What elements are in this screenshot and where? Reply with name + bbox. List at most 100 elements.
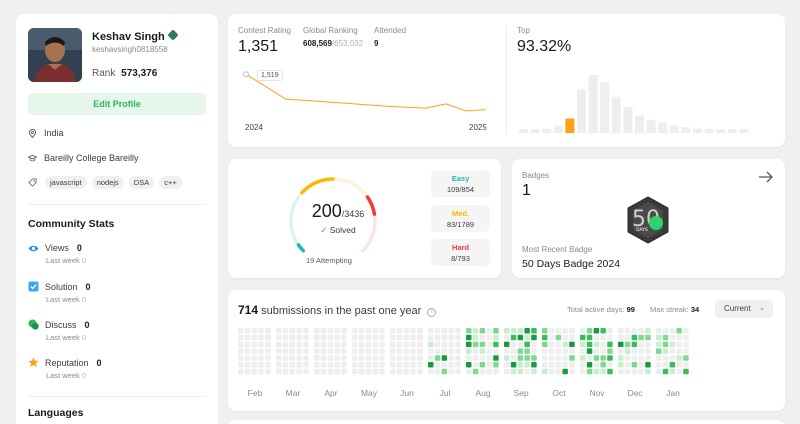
heatmap-cell	[486, 355, 492, 361]
heatmap-cell	[542, 368, 548, 375]
heatmap-cell	[434, 355, 441, 361]
heatmap-cell	[524, 334, 530, 341]
heatmap-cell	[555, 355, 562, 361]
histogram-bar	[623, 106, 633, 133]
heatmap-cell	[569, 341, 575, 348]
heatmap-cell	[593, 341, 600, 348]
heatmap-cell	[656, 334, 662, 341]
heatmap-cell	[358, 341, 365, 348]
heatmap-cell	[631, 368, 638, 375]
heatmap-cell	[289, 341, 296, 348]
stat-views: Views 0 Last week 0	[28, 243, 86, 265]
heatmap-cell	[327, 355, 334, 361]
heatmap-cell	[466, 334, 472, 341]
heatmap-cell	[517, 341, 524, 348]
heatmap-cell	[428, 328, 434, 334]
heatmap-cell	[517, 355, 524, 361]
heatmap-cell	[562, 368, 568, 375]
heatmap-cell	[238, 362, 244, 368]
skill-tag[interactable]: nodejs	[91, 176, 124, 189]
heatmap-cell	[466, 362, 472, 368]
heatmap-cell	[656, 355, 662, 361]
easy-box[interactable]: Easy 109/854	[431, 170, 490, 197]
heatmap-cell	[676, 328, 682, 334]
location-pin-icon	[28, 128, 37, 138]
skill-tag[interactable]: DSA	[128, 176, 155, 189]
heatmap-cell	[390, 355, 396, 361]
heatmap-cell	[631, 328, 638, 334]
heatmap-cell	[428, 362, 434, 368]
heatmap-cell	[265, 328, 271, 334]
solved-progress-ring[interactable]	[278, 171, 388, 271]
heatmap-cell	[417, 328, 423, 334]
heatmap-cell	[441, 368, 448, 375]
heatmap-cell	[580, 355, 586, 361]
heatmap-cell	[358, 362, 365, 368]
year-select-dropdown[interactable]: Current ⌄	[715, 300, 773, 318]
divider	[506, 26, 507, 134]
month-label: Nov	[589, 388, 605, 398]
heatmap-cell	[238, 334, 244, 341]
easy-label: Easy	[451, 174, 470, 183]
heatmap-cell	[341, 348, 347, 354]
heatmap-cell	[276, 341, 282, 348]
heatmap-cell	[455, 355, 461, 361]
heatmap-cell	[683, 334, 689, 341]
heatmap-cell	[510, 328, 517, 334]
solved-label: ✓ Solved	[320, 225, 356, 235]
star-icon	[28, 357, 39, 367]
heatmap-cell	[524, 348, 530, 354]
heatmap-cell	[542, 348, 548, 354]
heatmap-cell	[517, 368, 524, 375]
heatmap-cell	[555, 341, 562, 348]
heatmap-cell	[607, 328, 613, 334]
submission-heatmap[interactable]: Feb Mar Apr May Jun Jul Aug Sep Oct Nov Dec Jan	[238, 326, 778, 406]
heatmap-cell	[486, 368, 492, 375]
heatmap-cell	[282, 362, 289, 368]
rating-histogram[interactable]	[517, 70, 775, 136]
hard-box[interactable]: Hard 8/793	[431, 239, 490, 266]
heatmap-cell	[341, 328, 347, 334]
heatmap-cell	[303, 334, 309, 341]
heatmap-cell	[624, 362, 631, 368]
heatmap-cell	[448, 348, 454, 354]
heatmap-cell	[607, 362, 613, 368]
heatmap-cell	[296, 362, 302, 368]
heatmap-cell	[600, 341, 606, 348]
heatmap-cell	[276, 362, 282, 368]
heatmap-cell	[493, 348, 499, 354]
heatmap-cell	[358, 368, 365, 375]
heatmap-cell	[618, 334, 624, 341]
histogram-bar	[530, 129, 540, 133]
fifty-days-badge-icon[interactable]: 50 DAYS	[625, 195, 671, 245]
heatmap-cell	[504, 334, 510, 341]
skill-tag[interactable]: javascript	[45, 176, 87, 189]
arrow-right-icon[interactable]	[758, 170, 774, 184]
global-ranking-label: Global Ranking	[303, 26, 358, 35]
edit-profile-button[interactable]: Edit Profile	[28, 93, 206, 115]
avatar[interactable]	[28, 28, 82, 82]
easy-value: 109/854	[446, 185, 475, 194]
rating-line-chart[interactable]	[238, 66, 496, 128]
heatmap-cell	[645, 348, 651, 354]
heatmap-cell	[238, 368, 244, 375]
medium-box[interactable]: Med. 83/1789	[431, 205, 490, 232]
heatmap-cell	[244, 355, 251, 361]
heatmap-cell	[593, 334, 600, 341]
heatmap-cell	[504, 341, 510, 348]
heatmap-cell	[352, 348, 358, 354]
info-icon[interactable]: i	[427, 308, 437, 317]
month-label: May	[361, 388, 378, 398]
histogram-bar	[577, 89, 586, 133]
heatmap-cell	[493, 355, 499, 361]
heatmap-cell	[455, 334, 461, 341]
attempting-label: 19 Attempting	[306, 256, 352, 265]
heatmap-cell	[276, 334, 282, 341]
heatmap-cell	[390, 341, 396, 348]
heatmap-cell	[504, 362, 510, 368]
heatmap-cell	[276, 328, 282, 334]
solved-count: 200/3436	[311, 201, 365, 221]
heatmap-cell	[645, 355, 651, 361]
heatmap-cell	[569, 328, 575, 334]
skill-tag[interactable]: c++	[159, 176, 182, 189]
